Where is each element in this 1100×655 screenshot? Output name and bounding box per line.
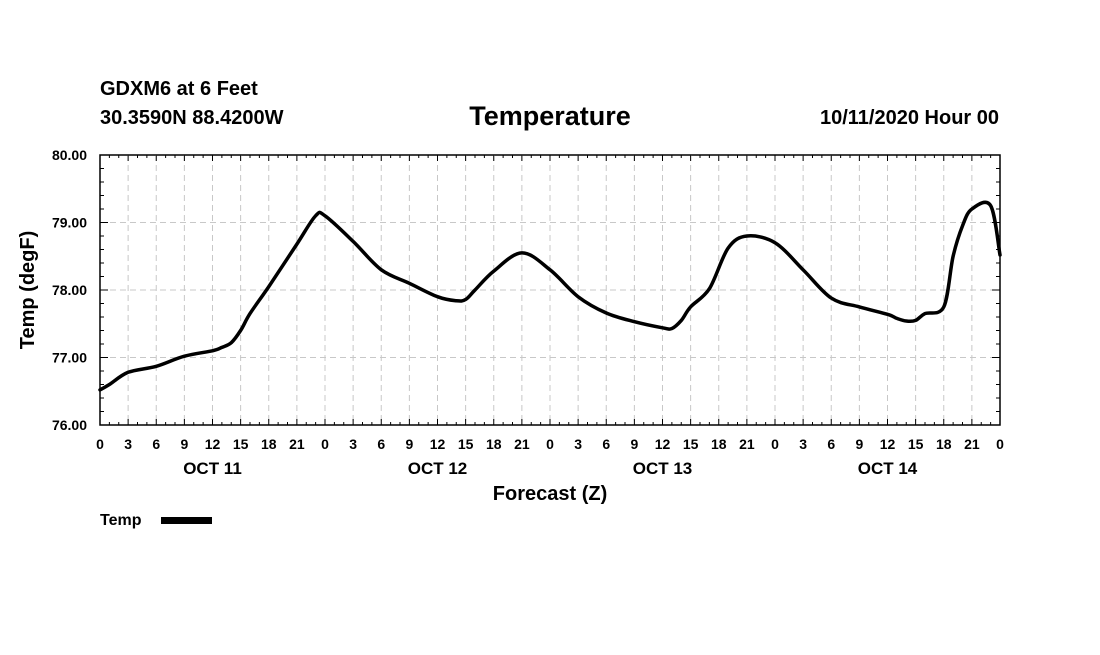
x-tick-label: 12	[880, 436, 896, 452]
x-tick-label: 0	[321, 436, 329, 452]
y-tick-label: 76.00	[52, 417, 87, 433]
day-labels: OCT 11 OCT 12 OCT 13 OCT 14	[183, 459, 918, 478]
x-tick-label: 3	[799, 436, 807, 452]
x-tick-label: 0	[996, 436, 1004, 452]
run-time-label: 10/11/2020 Hour 00	[820, 107, 999, 129]
x-tick-label: 12	[430, 436, 446, 452]
x-tick-label: 6	[152, 436, 160, 452]
x-tick-label: 21	[289, 436, 305, 452]
x-tick-label: 3	[124, 436, 132, 452]
x-tick-label: 18	[936, 436, 952, 452]
x-tick-label: 0	[771, 436, 779, 452]
y-tick-label: 77.00	[52, 350, 87, 366]
x-axis-label: Forecast (Z)	[493, 483, 607, 505]
y-axis-label: Temp (degF)	[17, 231, 39, 350]
day-label: OCT 14	[858, 459, 918, 478]
x-tick-label: 21	[964, 436, 980, 452]
x-tick-label: 9	[405, 436, 413, 452]
x-tick-label: 18	[711, 436, 727, 452]
x-tick-label: 21	[739, 436, 755, 452]
x-tick-label: 9	[630, 436, 638, 452]
station-label: GDXM6 at 6 Feet	[100, 78, 258, 100]
x-tick-label: 12	[205, 436, 221, 452]
x-tick-label: 18	[261, 436, 277, 452]
x-tick-label: 15	[908, 436, 924, 452]
x-tick-label: 6	[377, 436, 385, 452]
x-tick-label: 0	[96, 436, 104, 452]
axis-ticks	[99, 154, 1001, 426]
coordinates-label: 30.3590N 88.4200W	[100, 107, 284, 129]
y-tick-label: 79.00	[52, 215, 87, 231]
x-tick-labels: 0 3 6 9 12 15 18 21 0 3 6 9 12 15 18 21 0 3 6 9 12 15 18 21 0 3 6 9…	[96, 436, 1004, 452]
x-tick-label: 9	[180, 436, 188, 452]
x-tick-label: 15	[233, 436, 249, 452]
temp-series-line	[98, 200, 1002, 392]
x-tick-label: 21	[514, 436, 530, 452]
chart-title: Temperature	[469, 101, 631, 131]
day-label: OCT 11	[183, 459, 242, 478]
x-tick-label: 18	[486, 436, 502, 452]
x-tick-label: 0	[546, 436, 554, 452]
x-tick-label: 6	[602, 436, 610, 452]
y-tick-label: 80.00	[52, 147, 87, 163]
legend-label: Temp	[100, 512, 142, 529]
legend-line-swatch	[161, 517, 212, 524]
legend: Temp	[100, 512, 212, 529]
x-tick-label: 15	[683, 436, 699, 452]
x-tick-label: 12	[655, 436, 671, 452]
x-tick-label: 9	[855, 436, 863, 452]
x-tick-label: 15	[458, 436, 474, 452]
y-tick-label: 78.00	[52, 282, 87, 298]
x-tick-label: 3	[349, 436, 357, 452]
day-label: OCT 12	[408, 459, 468, 478]
y-tick-labels: 76.00 77.00 78.00 79.00 80.00	[52, 147, 87, 433]
x-tick-label: 3	[574, 436, 582, 452]
grid-lines	[100, 155, 1000, 425]
day-label: OCT 13	[633, 459, 693, 478]
x-tick-label: 6	[827, 436, 835, 452]
